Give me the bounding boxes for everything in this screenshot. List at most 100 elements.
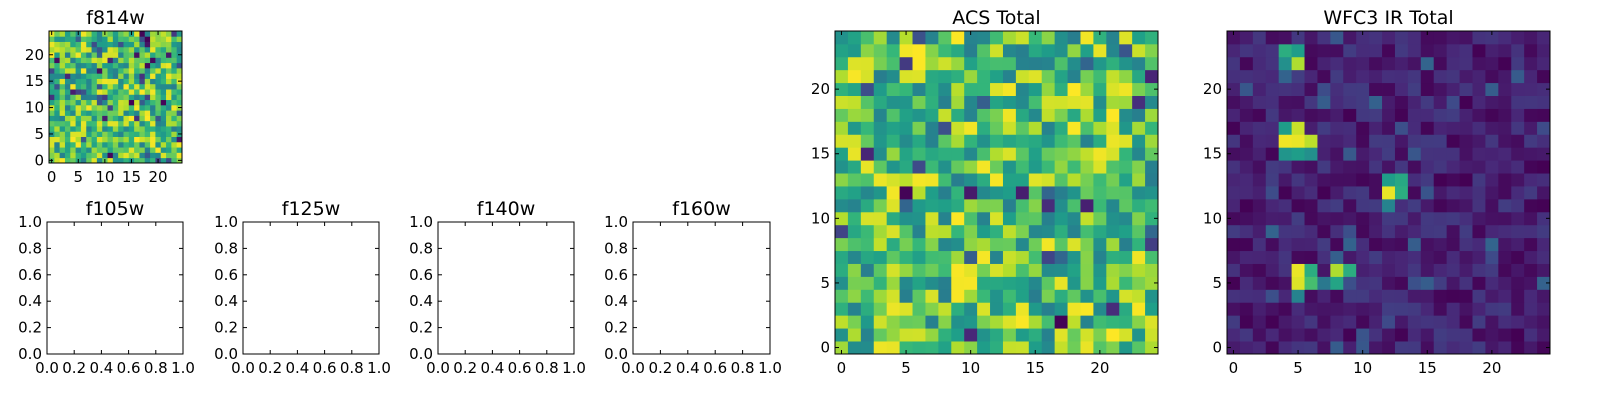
- heatmap-cell: [1330, 121, 1344, 135]
- heatmap-cell: [951, 121, 965, 135]
- heatmap-cell: [155, 115, 162, 122]
- heatmap-cell: [1106, 237, 1120, 252]
- heatmap-cell: [951, 31, 965, 45]
- heatmap-cell: [75, 62, 82, 69]
- heatmap-cell: [873, 224, 888, 239]
- heatmap-cell: [990, 302, 1004, 316]
- heatmap-cell: [977, 237, 991, 252]
- heatmap-cell: [1343, 315, 1357, 329]
- heatmap-cell: [1015, 237, 1030, 252]
- heatmap-cell: [150, 67, 156, 74]
- heatmap-cell: [1252, 198, 1267, 213]
- heatmap-cell: [977, 95, 991, 109]
- heatmap-cell: [899, 289, 913, 303]
- heatmap-cell: [977, 341, 991, 355]
- heatmap-cell: [102, 73, 108, 79]
- heatmap-cell: [1330, 31, 1344, 45]
- heatmap-cell: [1291, 263, 1305, 277]
- heatmap-cell: [886, 108, 900, 122]
- heatmap-cell: [1369, 224, 1383, 239]
- heatmap-cell: [1330, 82, 1344, 96]
- heatmap-cell: [118, 73, 124, 79]
- heatmap-cell: [171, 94, 178, 101]
- subplot-title: f140w: [477, 198, 536, 220]
- heatmap-cell: [1265, 134, 1280, 148]
- heatmap-cell: [166, 147, 172, 153]
- heatmap-cell: [1015, 134, 1030, 148]
- heatmap-cell: [112, 36, 119, 42]
- heatmap-cell: [1382, 224, 1396, 239]
- heatmap-cell: [112, 31, 119, 37]
- y-tick-label: 0.6: [604, 266, 628, 284]
- heatmap-cell: [1485, 263, 1499, 277]
- heatmap-cell: [171, 131, 178, 137]
- heatmap-cell: [835, 121, 849, 135]
- heatmap-cell: [977, 134, 991, 148]
- heatmap-cell: [144, 110, 151, 116]
- axes-frame: [46, 221, 184, 355]
- heatmap-cell: [1524, 224, 1538, 239]
- heatmap-cell: [1485, 328, 1499, 342]
- heatmap-cell: [150, 41, 156, 48]
- heatmap-cell: [860, 315, 875, 329]
- heatmap-cell: [1291, 95, 1305, 109]
- heatmap-cell: [1472, 250, 1486, 264]
- heatmap-cell: [1132, 289, 1146, 303]
- heatmap-cell: [977, 224, 991, 239]
- heatmap-cell: [1252, 134, 1267, 148]
- heatmap-cell: [1356, 276, 1370, 290]
- heatmap-cell: [96, 67, 103, 74]
- heatmap-cell: [1252, 121, 1267, 135]
- y-tick-label: 0.2: [604, 319, 628, 337]
- heatmap-cell: [951, 69, 965, 84]
- heatmap-cell: [118, 62, 124, 69]
- heatmap-cell: [1498, 224, 1512, 239]
- axes-frame: [437, 221, 575, 355]
- heatmap-cell: [1080, 276, 1094, 290]
- heatmap-cell: [886, 69, 900, 84]
- heatmap-cell: [139, 31, 146, 37]
- heatmap-cell: [150, 62, 156, 69]
- heatmap-cell: [176, 120, 183, 127]
- heatmap-cell: [873, 341, 888, 355]
- heatmap-cell: [886, 31, 900, 45]
- heatmap-cell: [990, 31, 1004, 45]
- heatmap-cell: [990, 108, 1004, 122]
- heatmap-cell: [139, 99, 146, 106]
- heatmap-cell: [134, 73, 140, 79]
- heatmap-cell: [1356, 237, 1370, 252]
- heatmap-cell: [102, 78, 108, 85]
- heatmap-cell: [128, 62, 135, 69]
- heatmap-cell: [123, 110, 130, 116]
- heatmap-cell: [1369, 134, 1383, 148]
- heatmap-cell: [1278, 43, 1292, 58]
- heatmap-cell: [64, 83, 71, 90]
- heatmap-cell: [1330, 186, 1344, 200]
- heatmap-cell: [860, 160, 875, 174]
- heatmap-cell: [1382, 186, 1396, 200]
- heatmap-cell: [1317, 211, 1331, 226]
- heatmap-cell: [1106, 121, 1120, 135]
- heatmap-cell: [951, 224, 965, 239]
- heatmap-cell: [1407, 82, 1422, 96]
- heatmap-cell: [1407, 43, 1422, 58]
- heatmap-cell: [912, 302, 926, 316]
- heatmap-cell: [886, 276, 900, 290]
- heatmap-cell: [128, 67, 135, 74]
- heatmap-cell: [59, 31, 66, 37]
- heatmap-cell: [70, 147, 76, 153]
- heatmap-cell: [886, 121, 900, 135]
- heatmap-cell: [1054, 56, 1068, 71]
- heatmap-cell: [112, 46, 119, 53]
- heatmap-cell: [1252, 160, 1267, 174]
- heatmap-cell: [1446, 82, 1460, 96]
- heatmap-cell: [938, 160, 952, 174]
- heatmap-cell: [49, 120, 55, 127]
- heatmap-cell: [1407, 186, 1422, 200]
- heatmap-cell: [150, 94, 156, 101]
- heatmap-cell: [1524, 276, 1538, 290]
- heatmap-cell: [171, 62, 178, 69]
- heatmap-cell: [96, 36, 103, 42]
- heatmap-cell: [835, 198, 849, 213]
